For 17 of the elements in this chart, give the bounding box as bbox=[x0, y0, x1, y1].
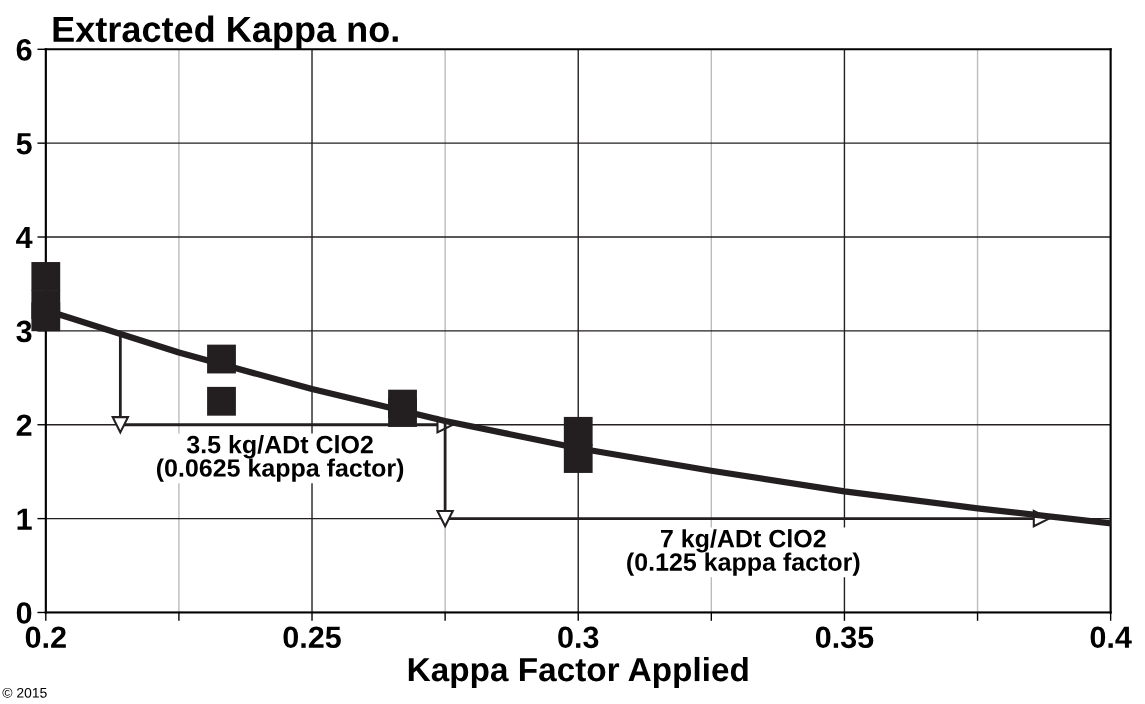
x-tick-label: 0.3 bbox=[558, 626, 599, 649]
x-tick-label: 0.2 bbox=[25, 626, 66, 649]
annotation: 3.5 kg/ADt ClO2 (0.0625 kappa factor) bbox=[156, 435, 404, 482]
y-tick-label: 2 bbox=[16, 414, 32, 436]
y-tick-label: 3 bbox=[16, 320, 32, 343]
y-tick-label: 0 bbox=[16, 602, 32, 624]
x-tick-label: 0.4 bbox=[1090, 626, 1132, 649]
y-tick-label: 5 bbox=[16, 133, 32, 155]
x-tick-label: 0.35 bbox=[815, 626, 874, 649]
y-tick-label: 6 bbox=[16, 39, 32, 61]
x-tick-label: 0.25 bbox=[283, 626, 341, 649]
y-tick-label: 1 bbox=[17, 508, 32, 530]
text: © 2015 bbox=[2, 687, 47, 698]
x-axis-title: Kappa Factor Applied bbox=[408, 656, 748, 689]
annotation: 7 kg/ADt ClO2 (0.125 kappa factor) bbox=[627, 529, 860, 576]
y-tick-label: 4 bbox=[16, 227, 33, 249]
chart-title: Extracted Kappa no. bbox=[53, 15, 398, 50]
